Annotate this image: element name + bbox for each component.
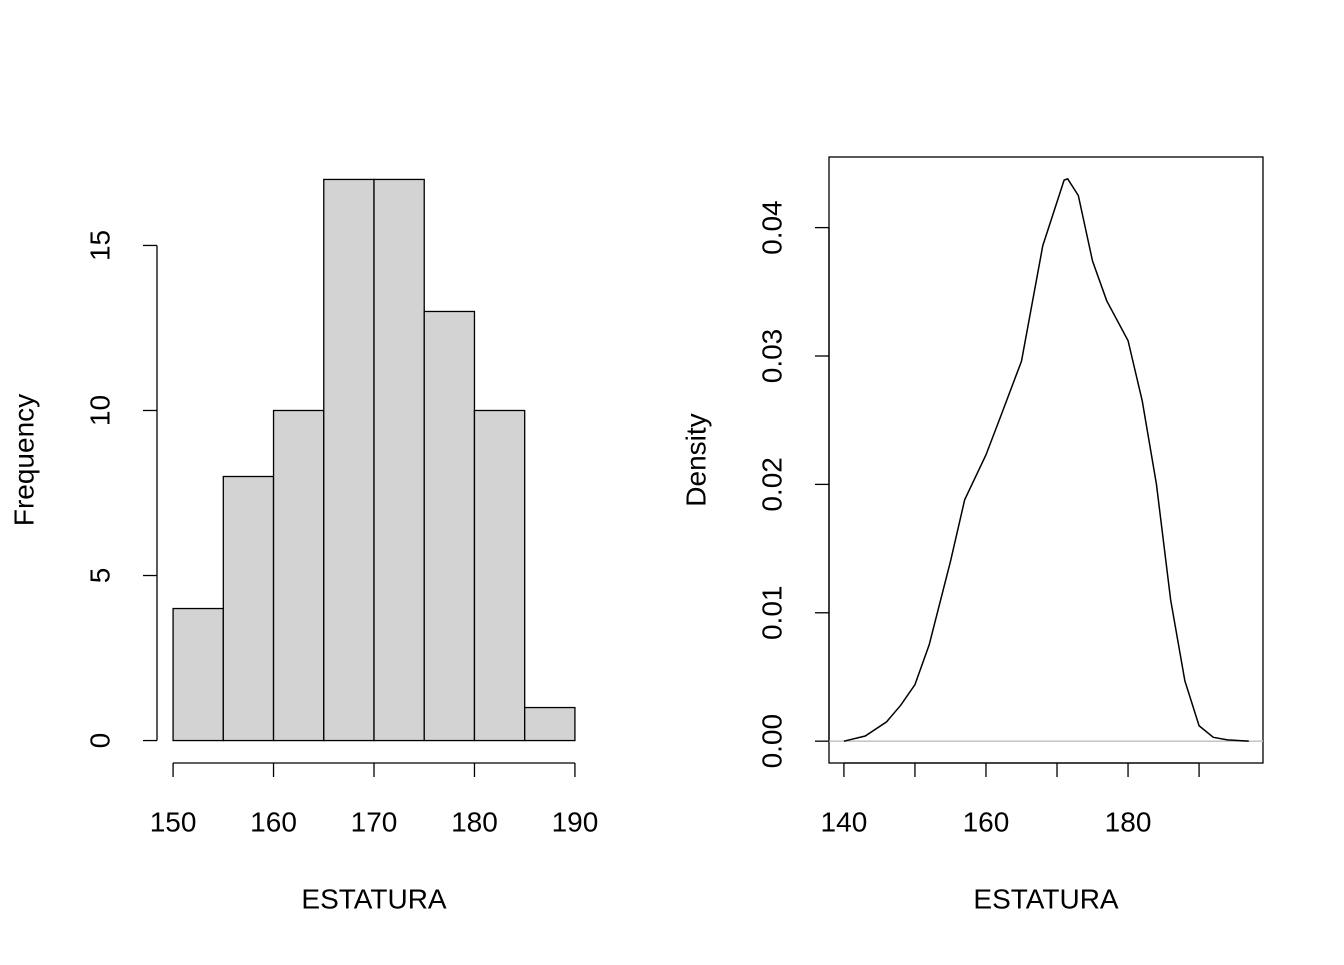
plot-box	[828, 156, 1264, 764]
bar	[172, 607, 224, 742]
bar	[323, 178, 375, 742]
x-tick-label: 150	[150, 806, 197, 837]
x-tick-label: 160	[963, 806, 1010, 837]
bar	[373, 178, 425, 742]
x-axis-label: ESTATURA	[301, 883, 447, 914]
x-tick-label: 180	[451, 806, 498, 837]
x-axis-label: ESTATURA	[973, 883, 1119, 914]
y-tick-label: 0	[84, 733, 115, 749]
bar	[222, 475, 275, 742]
y-tick-label: 5	[84, 568, 115, 584]
y-axis-label: Density	[680, 413, 711, 506]
x-tick-label: 180	[1105, 806, 1152, 837]
bar	[423, 310, 476, 742]
x-tick-label: 160	[250, 806, 297, 837]
y-tick-label: 0.01	[756, 586, 787, 641]
bar	[272, 409, 325, 742]
density-line	[843, 177, 1249, 742]
y-tick-label: 15	[84, 230, 115, 261]
x-tick-label: 140	[821, 806, 868, 837]
bar	[524, 706, 576, 742]
y-tick-label: 0.00	[756, 714, 787, 769]
y-tick-label: 0.02	[756, 457, 787, 512]
bar	[473, 409, 526, 742]
x-tick-label: 190	[552, 806, 599, 837]
y-axis-label: Frequency	[8, 394, 39, 526]
y-tick-label: 0.03	[756, 329, 787, 384]
x-tick-label: 170	[351, 806, 398, 837]
y-tick-label: 0.04	[756, 200, 787, 255]
y-tick-label: 10	[84, 395, 115, 426]
